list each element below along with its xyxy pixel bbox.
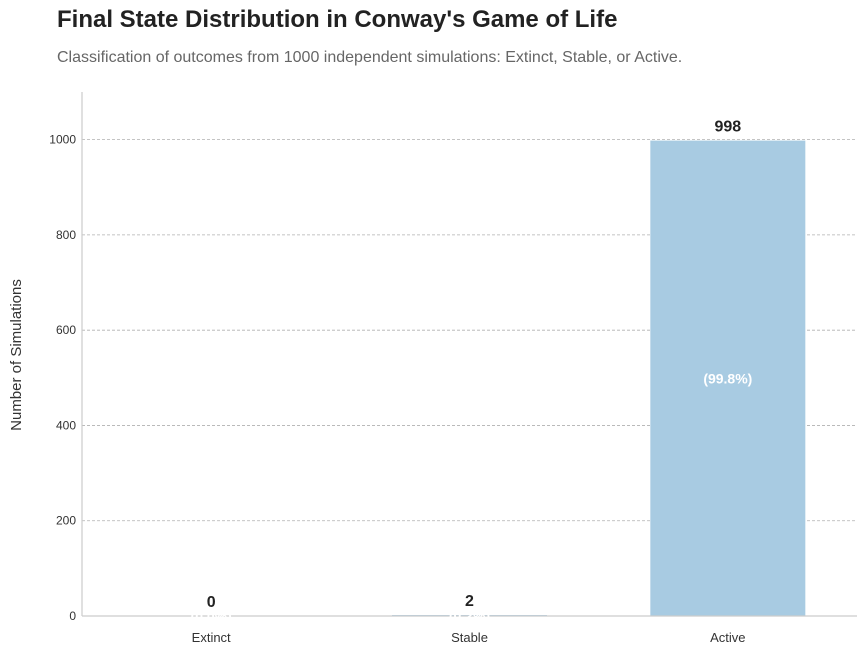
chart-title: Final State Distribution in Conway's Gam… (57, 6, 618, 33)
bar-active (650, 140, 806, 616)
chart-subtitle: Classification of outcomes from 1000 ind… (57, 49, 683, 66)
x-tick-label: Stable (451, 630, 488, 645)
percent-label: (0.0%) (191, 608, 232, 624)
y-tick-label: 600 (56, 323, 76, 337)
percent-label: (99.8%) (703, 370, 752, 386)
value-label: 2 (465, 593, 474, 610)
value-label: 0 (207, 594, 216, 611)
y-tick-label: 0 (69, 609, 76, 623)
y-axis-label: Number of Simulations (8, 279, 25, 431)
y-tick-label: 400 (56, 418, 76, 432)
bars-layer (392, 140, 806, 616)
y-tick-label: 1000 (49, 133, 76, 147)
y-tick-label: 200 (56, 514, 76, 528)
x-tick-label: Extinct (192, 630, 231, 645)
value-label: 998 (714, 119, 741, 136)
y-tick-label: 800 (56, 228, 76, 242)
labels-layer: 020040060080010000(0.0%)Extinct2(0.2%)St… (49, 119, 752, 645)
percent-label: (0.2%) (449, 608, 490, 624)
axes-layer (81, 92, 857, 617)
x-tick-label: Active (710, 630, 745, 645)
